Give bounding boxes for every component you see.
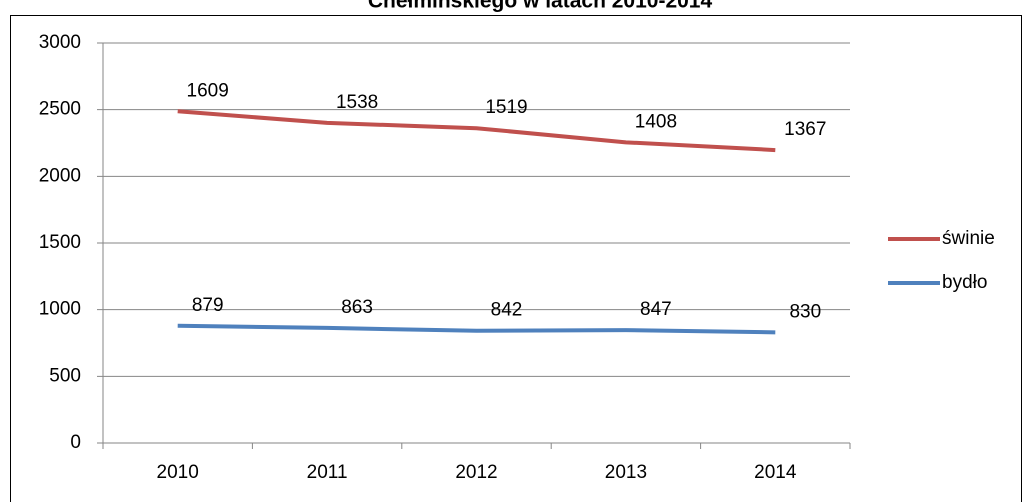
y-tick-label: 1000 bbox=[39, 299, 81, 320]
series-line bbox=[177, 109, 776, 153]
data-label: 1609 bbox=[187, 80, 229, 101]
chart-title: Chełmińskiego w latach 2010-2014 bbox=[368, 0, 713, 13]
data-label: 1408 bbox=[635, 111, 677, 132]
data-label: 842 bbox=[491, 300, 523, 321]
data-label: 1367 bbox=[784, 119, 826, 140]
y-tick-label: 3000 bbox=[39, 32, 81, 53]
chart-frame bbox=[10, 15, 1022, 502]
x-tick-label: 2013 bbox=[605, 462, 647, 483]
data-label: 879 bbox=[192, 295, 224, 316]
data-label: 1519 bbox=[485, 97, 527, 118]
data-label: 1538 bbox=[336, 92, 378, 113]
x-tick-label: 2014 bbox=[754, 462, 797, 483]
x-tick-label: 2012 bbox=[455, 462, 497, 483]
y-tick-label: 500 bbox=[49, 365, 81, 386]
data-label: 863 bbox=[341, 297, 373, 318]
y-tick-label: 0 bbox=[70, 432, 81, 453]
legend-label: świnie bbox=[942, 228, 995, 249]
x-tick-label: 2010 bbox=[157, 462, 199, 483]
x-tick-label: 2011 bbox=[307, 462, 348, 483]
y-tick-label: 1500 bbox=[39, 232, 81, 253]
y-tick-label: 2500 bbox=[39, 99, 81, 120]
data-label: 830 bbox=[789, 301, 821, 322]
series-line bbox=[177, 323, 776, 335]
y-tick-label: 2000 bbox=[39, 165, 81, 186]
legend-label: bydło bbox=[942, 272, 987, 293]
data-label: 847 bbox=[640, 299, 672, 320]
